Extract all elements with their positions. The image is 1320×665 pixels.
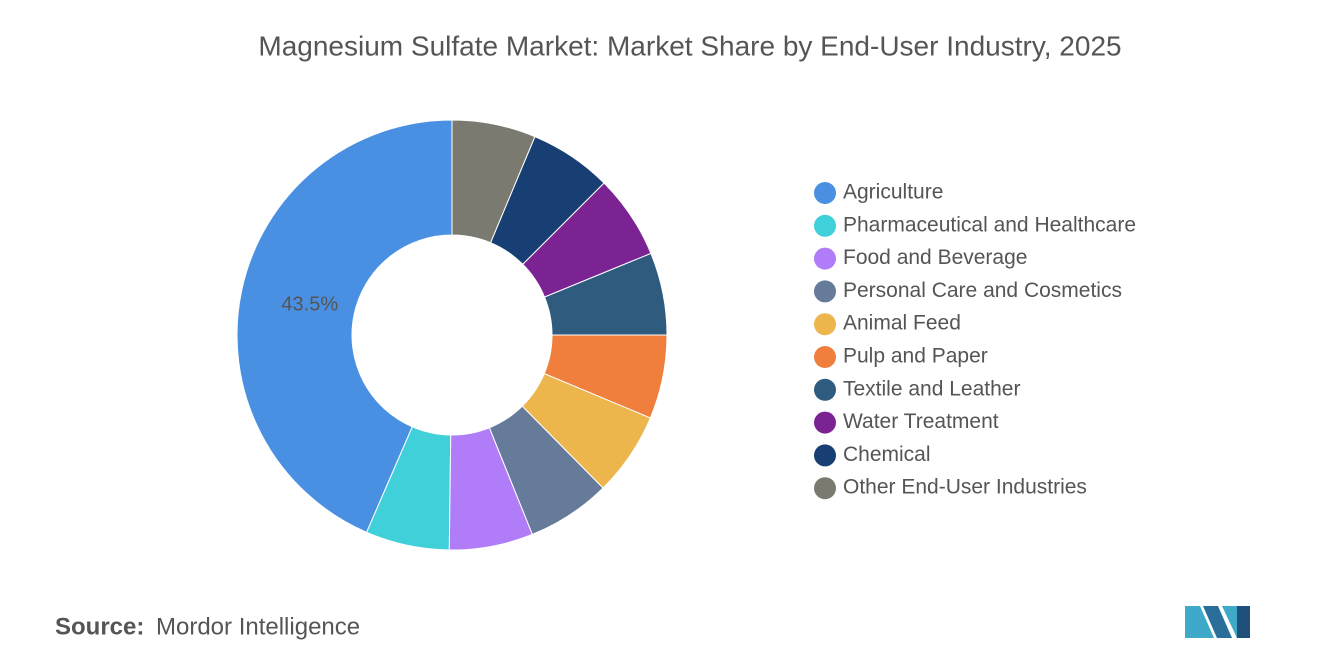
logo xyxy=(1185,606,1250,638)
legend-marker xyxy=(814,346,836,368)
legend-marker xyxy=(814,411,836,434)
legend-label: Textile and Leather xyxy=(843,377,1020,400)
legend-label: Animal Feed xyxy=(843,312,961,335)
legend-marker xyxy=(814,477,836,500)
legend-marker xyxy=(814,182,836,204)
slice xyxy=(451,119,536,244)
legend-marker xyxy=(814,378,836,401)
source-label: Source: xyxy=(55,613,144,640)
legend-marker xyxy=(814,444,836,467)
legend-label: Agriculture xyxy=(843,181,943,204)
source: Mordor Intelligence xyxy=(156,613,360,640)
legend-label: Water Treatment xyxy=(843,410,999,433)
slice xyxy=(236,119,453,533)
legend-label: Other End-User Industries xyxy=(843,476,1087,499)
legend-label: Personal Care and Cosmetics xyxy=(843,279,1122,302)
legend-label: Food and Beverage xyxy=(843,246,1027,269)
legend-marker xyxy=(814,214,836,237)
legend-marker xyxy=(814,280,836,303)
legend-label: Chemical xyxy=(843,443,931,466)
legend-marker xyxy=(814,313,836,336)
legend-marker xyxy=(814,247,836,270)
legend-label: Pharmaceutical and Healthcare xyxy=(843,213,1136,236)
data-label: 43.5% xyxy=(281,293,338,315)
legend-label: Pulp and Paper xyxy=(843,345,988,368)
chart-title: Magnesium Sulfate Market: Market Share b… xyxy=(258,30,1121,61)
